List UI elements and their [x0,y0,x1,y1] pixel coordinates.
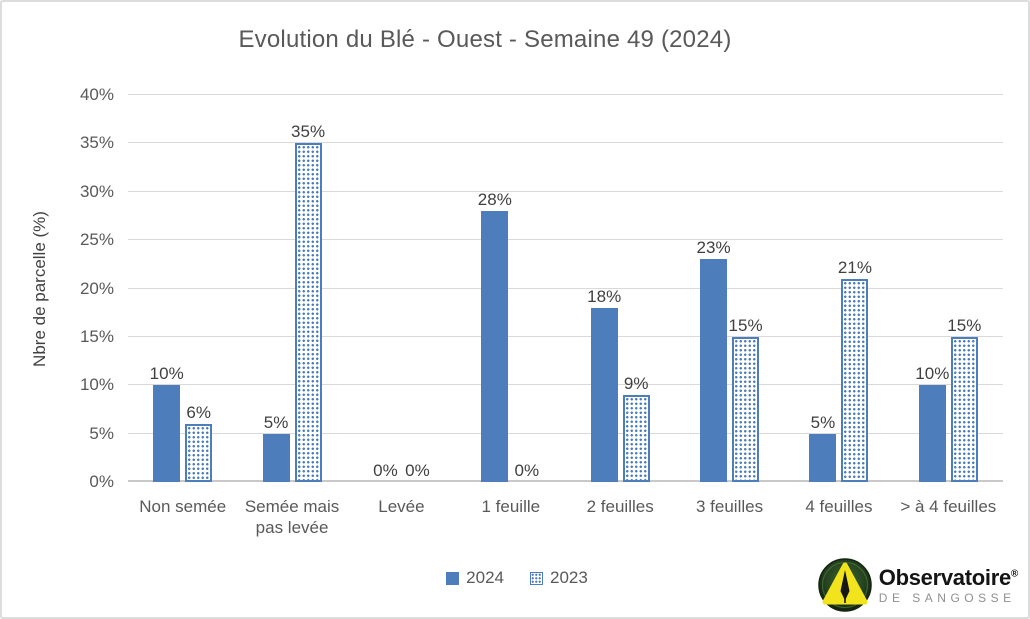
brand-logo: Observatoire® DE SANGOSSE [818,558,1018,612]
x-category-label: Semée mais pas levée [244,497,340,538]
bar-value-label: 28% [477,190,512,210]
bar-2023 [622,394,650,482]
bar-column-2023: 35% [291,95,325,482]
bar-2023 [185,423,213,482]
bar-value-label: 10% [915,364,950,384]
gridline [128,287,1003,289]
y-tick-label: 30% [79,181,114,201]
legend-label: 2024 [466,568,504,587]
x-axis-labels: Non semée Semée mais pas levée Levée 1 feui… [128,496,1003,539]
legend-item-2024: 2024 [446,568,504,588]
observatoire-logo-icon [818,558,872,612]
bar-value-label: 0% [373,461,398,480]
logo-name: Observatoire® [878,564,1019,590]
gridline [128,432,1003,434]
bar-group: 5% 35% [237,95,346,482]
legend-item-2023: 2023 [530,568,588,588]
bar-value-label: 10% [149,364,184,384]
bar-value-label: 9% [623,373,649,393]
y-tick-label: 35% [79,133,114,153]
bar-2023 [732,336,760,482]
x-category-label: > à 4 feuilles [900,497,997,516]
gridline [128,142,1003,144]
y-tick-label: 40% [79,85,114,104]
x-category-label: 3 feuilles [696,497,764,516]
bar-groups: 10% 6% 5% 35% 0% 0% 28% 0% 18% 9% 23% 15% 5% 21% 10% 15… [128,95,1003,482]
chart-title: Evolution du Blé - Ouest - Semaine 49 (2… [238,26,732,53]
bar-2024 [918,385,946,482]
bar-value-label: 15% [728,315,763,335]
bar-column-2024: 23% [697,95,731,482]
bar-group: 28% 0% [456,95,565,482]
bar-column-2024: 18% [587,95,621,482]
legend-swatch [530,571,543,585]
bar-2023 [294,143,322,482]
logo-subtitle: DE SANGOSSE [878,590,1016,605]
bar-column-2023: 9% [622,95,650,482]
y-tick-label: 0% [89,472,114,491]
gridline [128,239,1003,241]
bar-value-label: 5% [263,412,289,432]
bar-column-2023: 0% [404,95,431,482]
legend-label: 2023 [550,568,588,587]
bar-column-2024: 10% [150,95,184,482]
bar-column-2023: 15% [947,95,981,482]
bar-2024 [700,259,728,482]
gridline [128,384,1003,386]
x-category-label: Levée [378,497,425,516]
bar-value-label: 18% [587,286,622,306]
bar-group: 18% 9% [566,95,675,482]
x-category-label: 2 feuilles [586,497,654,516]
gridline [128,335,1003,337]
bar-2024 [481,211,509,482]
bar-value-label: 5% [810,412,836,432]
y-tick-label: 15% [79,326,114,346]
bar-2023 [841,278,869,482]
bar-value-label: 0% [514,461,540,480]
logo-text: Observatoire® DE SANGOSSE [878,564,1019,605]
x-category-label: Non semée [139,497,227,516]
bar-value-label: 6% [186,402,211,422]
y-tick-label: 20% [79,278,114,298]
bar-column-2024: 0% [372,95,399,482]
bar-2024 [262,433,290,482]
bar-value-label: 35% [291,122,326,142]
bar-2024 [153,385,181,482]
x-category-label: 4 feuilles [805,497,873,516]
bar-value-label: 23% [696,238,731,258]
bar-group: 10% 15% [894,95,1003,482]
legend-swatch [446,571,460,585]
y-tick-label: 25% [79,230,114,250]
gridline [128,480,1003,482]
bar-column-2024: 5% [262,95,290,482]
bar-column-2023: 15% [729,95,763,482]
bar-group: 5% 21% [784,95,893,482]
gridline [128,94,1003,95]
bar-group: 10% 6% [128,95,237,482]
bar-column-2023: 21% [838,95,872,482]
plot-area: 0% 5% 10% 15% 20% 25% 30% 35% 40% 10% 6% 5% 35% 0% 0% 2… [80,85,1003,491]
bar-column-2024: 10% [915,95,949,482]
bar-column-2024: 5% [809,95,837,482]
x-category-label: 1 feuille [481,497,541,516]
bar-2024 [590,307,618,482]
y-tick-label: 10% [79,375,114,395]
bar-value-label: 0% [405,461,430,480]
bar-2024 [809,433,837,482]
bar-column-2023: 6% [185,95,213,482]
legend: 2024 2023 [2,568,1028,588]
bar-value-label: 21% [837,257,872,277]
bar-column-2023: 0% [513,95,540,482]
bar-2023 [950,336,978,482]
bar-column-2024: 28% [478,95,512,482]
bar-value-label: 15% [947,315,982,335]
y-tick-label: 5% [89,423,114,443]
bar-group: 0% 0% [347,95,456,482]
bar-group: 23% 15% [675,95,784,482]
gridline [128,190,1003,192]
